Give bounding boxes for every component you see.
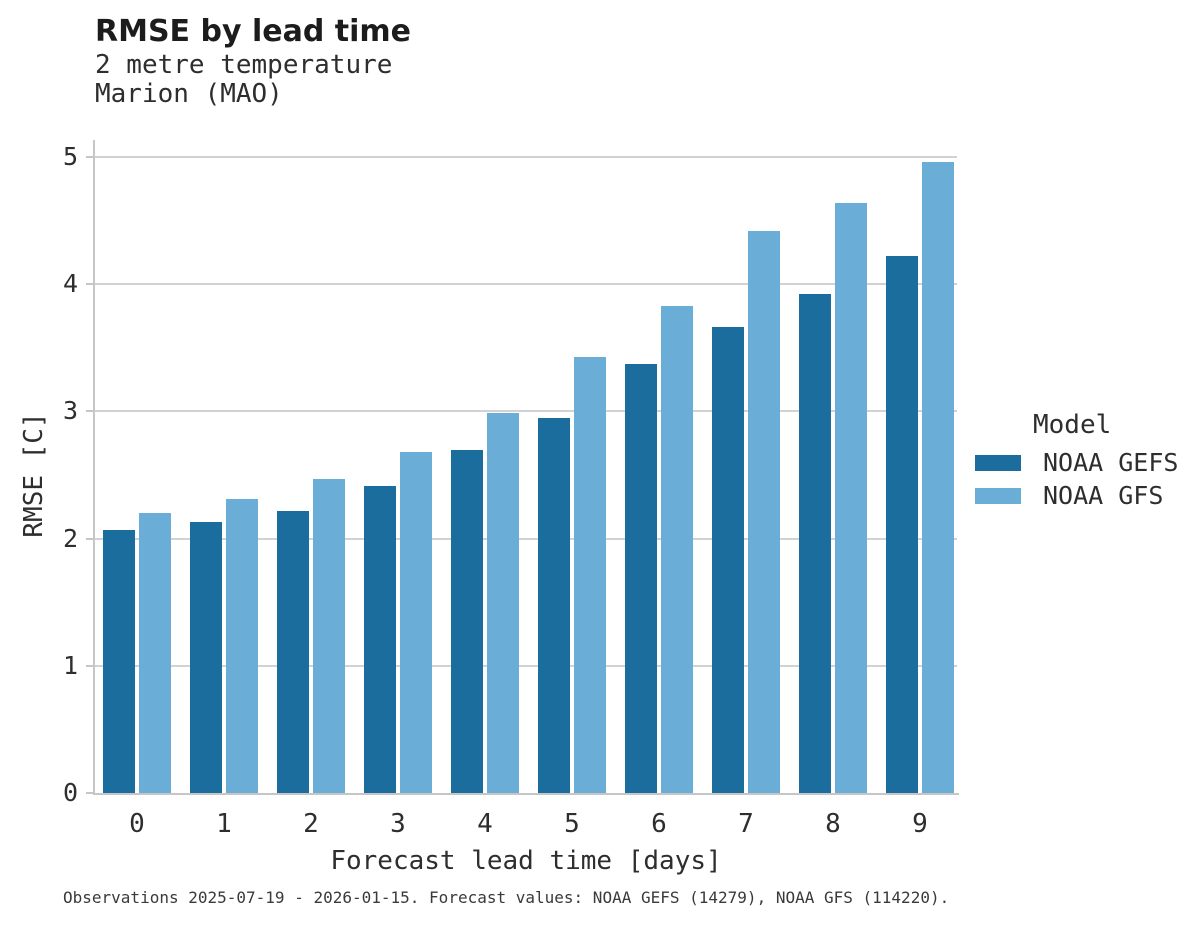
y-tick-label-3: 3 [62, 396, 78, 426]
bar-noaa-gfs-lead-1 [226, 499, 258, 793]
y-tick-mark-1 [86, 664, 94, 667]
legend-label-noaa-gefs: NOAA GEFS [1043, 448, 1179, 477]
bar-noaa-gfs-lead-2 [313, 478, 345, 793]
gridline-y-1 [95, 664, 957, 667]
bar-noaa-gfs-lead-5 [574, 356, 606, 793]
bar-noaa-gfs-lead-6 [661, 305, 693, 793]
bar-noaa-gefs-lead-8 [799, 294, 831, 793]
x-tick-label-6: 6 [651, 809, 667, 839]
x-tick-label-7: 7 [738, 809, 754, 839]
bar-noaa-gfs-lead-4 [487, 412, 519, 793]
x-tick-label-8: 8 [825, 809, 841, 839]
bar-noaa-gefs-lead-3 [364, 486, 396, 793]
bar-noaa-gfs-lead-8 [835, 202, 867, 793]
bar-noaa-gfs-lead-3 [400, 452, 432, 793]
y-axis-title: RMSE [C] [19, 412, 49, 538]
legend-swatch-noaa-gefs [975, 454, 1021, 471]
x-tick-label-0: 0 [129, 809, 145, 839]
y-tick-label-2: 2 [62, 523, 78, 553]
gridline-y-4 [95, 283, 957, 286]
bar-noaa-gefs-lead-9 [886, 256, 918, 793]
y-tick-mark-3 [86, 410, 94, 413]
bar-noaa-gefs-lead-6 [625, 364, 657, 793]
y-tick-mark-2 [86, 537, 94, 540]
bar-noaa-gefs-lead-2 [277, 510, 309, 793]
legend-item-noaa-gfs: NOAA GFS [975, 483, 1163, 508]
bar-noaa-gfs-lead-9 [922, 162, 954, 793]
gridline-y-5 [95, 156, 957, 158]
legend-item-noaa-gefs: NOAA GEFS [975, 450, 1178, 475]
y-tick-label-5: 5 [62, 142, 78, 171]
plot-area [95, 140, 957, 793]
x-tick-label-1: 1 [216, 809, 232, 839]
y-axis-spine [93, 140, 95, 795]
y-tick-label-1: 1 [62, 650, 78, 680]
legend-title: Model [1033, 410, 1112, 440]
bar-noaa-gfs-lead-0 [139, 513, 171, 793]
bar-noaa-gefs-lead-1 [190, 522, 222, 793]
x-tick-label-3: 3 [390, 809, 406, 839]
y-tick-label-0: 0 [62, 778, 78, 807]
legend-label-noaa-gfs: NOAA GFS [1043, 481, 1164, 510]
x-tick-label-9: 9 [912, 809, 928, 839]
y-tick-label-4: 4 [62, 269, 78, 299]
x-axis-title: Forecast lead time [days] [330, 846, 722, 876]
y-tick-mark-4 [86, 283, 94, 286]
gridline-y-2 [95, 537, 957, 540]
x-tick-label-4: 4 [477, 809, 493, 839]
x-tick-label-2: 2 [303, 809, 319, 839]
chart-subtitle-station: Marion (MAO) [95, 79, 283, 109]
bar-noaa-gefs-lead-7 [712, 327, 744, 793]
x-axis-line [93, 793, 959, 795]
legend-swatch-noaa-gfs [975, 487, 1021, 504]
footer-caption: Observations 2025-07-19 - 2026-01-15. Fo… [63, 888, 950, 907]
y-tick-mark-5 [86, 156, 94, 158]
chart-subtitle-variable: 2 metre temperature [95, 50, 393, 80]
bar-noaa-gfs-lead-7 [748, 230, 780, 793]
gridline-y-3 [95, 410, 957, 413]
x-tick-label-5: 5 [564, 809, 580, 839]
bar-noaa-gefs-lead-0 [103, 529, 135, 793]
chart-title: RMSE by lead time [95, 14, 411, 49]
bar-noaa-gefs-lead-5 [538, 417, 570, 793]
bar-noaa-gefs-lead-4 [451, 449, 483, 793]
y-tick-mark-0 [86, 792, 94, 794]
